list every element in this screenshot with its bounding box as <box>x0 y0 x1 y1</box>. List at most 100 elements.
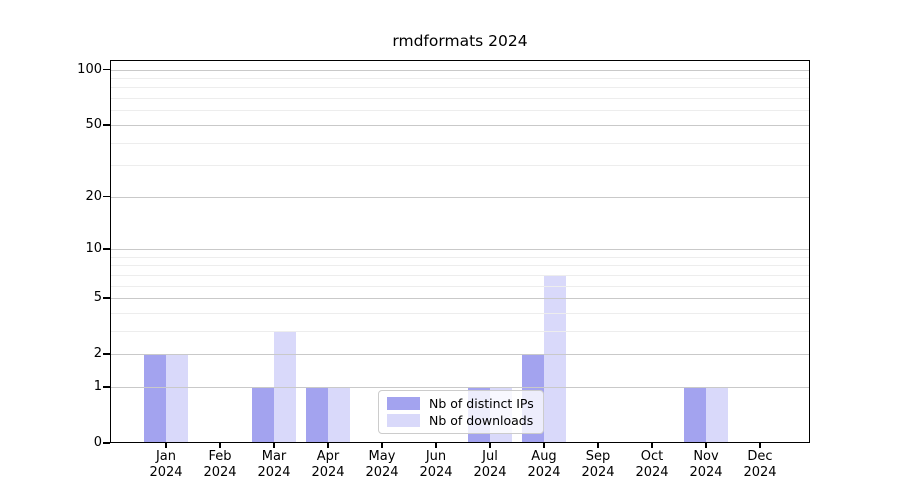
y-axis-tick <box>103 353 110 355</box>
y-tick-label: 10 <box>85 241 102 256</box>
bar-downloads-apr <box>328 386 350 443</box>
x-tick-month: Dec <box>747 449 773 464</box>
x-axis-tick <box>273 443 275 448</box>
y-tick-label: 20 <box>85 188 102 204</box>
y-gridline-minor <box>110 256 810 258</box>
y-gridline-major <box>110 298 810 299</box>
x-tick-year: 2024 <box>311 465 345 480</box>
x-tick-label: Dec 2024 <box>730 449 790 481</box>
bar-downloads-nov <box>706 386 728 443</box>
x-axis-tick <box>597 443 599 448</box>
legend-item-downloads: Nb of downloads <box>387 413 535 428</box>
y-tick-label: 5 <box>93 290 102 305</box>
y-gridline-minor <box>110 330 810 332</box>
bar-distinct-ips-apr <box>306 386 328 443</box>
x-axis-tick <box>759 443 761 448</box>
y-tick-label: 100 <box>77 61 102 77</box>
chart-title: rmdformats 2024 <box>392 32 528 50</box>
y-gridline-minor <box>110 142 810 144</box>
y-gridline-major <box>110 354 810 356</box>
x-tick-year: 2024 <box>689 465 723 480</box>
x-tick-month: Mar <box>261 449 287 464</box>
y-axis-tick <box>103 442 110 444</box>
y-gridline-major <box>110 196 810 198</box>
y-gridline-major <box>110 69 810 71</box>
x-tick-year: 2024 <box>365 465 399 480</box>
x-tick-label: Nov 2024 <box>676 449 736 481</box>
y-gridline-major <box>110 124 810 126</box>
x-tick-month: Feb <box>208 449 232 464</box>
x-axis-tick <box>435 443 437 448</box>
y-gridline-minor <box>110 165 810 167</box>
x-axis-tick <box>219 443 221 448</box>
y-axis-tick <box>103 196 110 198</box>
y-gridline-minor <box>110 110 810 112</box>
y-tick-label: 2 <box>93 346 102 362</box>
x-tick-month: Apr <box>316 449 340 464</box>
x-axis-tick <box>489 443 491 448</box>
legend-label-downloads: Nb of downloads <box>429 413 534 429</box>
x-tick-label: Aug 2024 <box>514 449 574 481</box>
x-axis-tick <box>651 443 653 448</box>
x-tick-month: May <box>368 449 396 464</box>
bar-distinct-ips-jan <box>144 354 166 443</box>
x-tick-label: Apr 2024 <box>298 449 358 481</box>
y-gridline-minor <box>110 274 810 276</box>
bar-downloads-jan <box>166 354 188 443</box>
legend-label-distinct-ips: Nb of distinct IPs <box>429 395 534 411</box>
y-gridline-minor <box>110 78 810 79</box>
y-tick-label: 0 <box>93 435 102 450</box>
x-tick-year: 2024 <box>527 465 561 480</box>
x-tick-month: Sep <box>585 449 611 464</box>
y-tick-label: 50 <box>85 116 102 132</box>
x-tick-label: Jan 2024 <box>136 449 196 481</box>
x-tick-month: Nov <box>693 449 719 464</box>
x-tick-year: 2024 <box>743 465 777 480</box>
x-tick-month: Jun <box>425 449 447 464</box>
x-tick-year: 2024 <box>419 465 453 480</box>
x-tick-year: 2024 <box>257 465 291 480</box>
x-tick-month: Jul <box>482 449 498 464</box>
bar-distinct-ips-mar <box>252 386 274 443</box>
x-axis-tick <box>165 443 167 448</box>
y-axis-tick <box>103 124 110 126</box>
y-gridline-minor <box>110 312 810 314</box>
x-tick-label: Jun 2024 <box>406 449 466 481</box>
y-axis-tick <box>103 386 110 388</box>
plot-area <box>110 60 810 443</box>
y-axis-tick <box>103 297 110 299</box>
x-tick-label: Oct 2024 <box>622 449 682 481</box>
x-tick-year: 2024 <box>473 465 507 480</box>
x-tick-year: 2024 <box>149 465 183 480</box>
bar-distinct-ips-nov <box>684 386 706 443</box>
x-axis-tick <box>327 443 329 448</box>
x-tick-label: Jul 2024 <box>460 449 520 481</box>
x-tick-month: Oct <box>640 449 664 464</box>
legend-item-distinct-ips: Nb of distinct IPs <box>387 396 535 411</box>
y-gridline-minor <box>110 285 810 287</box>
y-gridline-major <box>110 386 810 388</box>
y-gridline-minor <box>110 98 810 100</box>
x-tick-label: Mar 2024 <box>244 449 304 481</box>
x-tick-month: Aug <box>531 449 557 464</box>
legend-swatch-downloads <box>387 414 420 428</box>
y-axis-tick <box>103 248 110 250</box>
y-tick-label: 1 <box>93 378 102 394</box>
x-tick-label: Feb 2024 <box>190 449 250 481</box>
x-tick-year: 2024 <box>581 465 615 480</box>
x-tick-label: Sep 2024 <box>568 449 628 481</box>
legend: Nb of distinct IPs Nb of downloads <box>378 390 544 434</box>
y-gridline-minor <box>110 265 810 267</box>
x-axis-tick <box>543 443 545 448</box>
legend-swatch-distinct-ips <box>387 396 420 410</box>
bar-downloads-aug <box>544 274 566 443</box>
y-gridline-minor <box>110 87 810 89</box>
y-gridline-major <box>110 249 810 250</box>
x-tick-year: 2024 <box>635 465 669 480</box>
x-axis-tick <box>705 443 707 448</box>
x-tick-year: 2024 <box>203 465 237 480</box>
x-tick-label: May 2024 <box>352 449 412 481</box>
x-tick-month: Jan <box>155 449 177 464</box>
y-axis-tick <box>103 68 110 71</box>
